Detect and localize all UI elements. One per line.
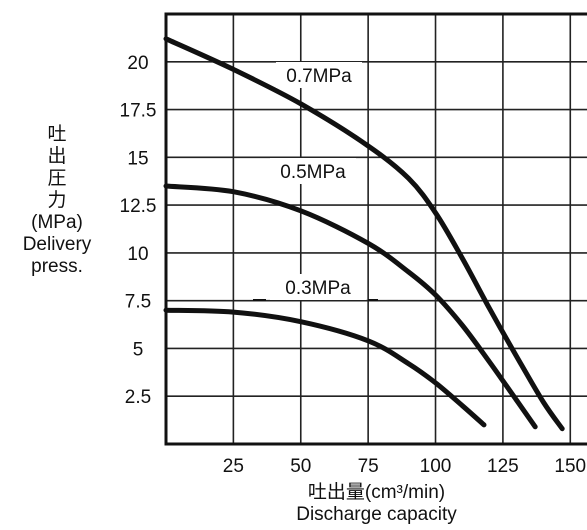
curve-label-background [270,274,366,300]
series-line-0-7mpa [163,36,565,432]
y-tick-label: 10 [127,244,148,265]
y-tick-label: 5 [133,339,144,360]
curve-label-background [276,62,362,88]
series-line-0-5mpa [163,183,538,430]
y-axis-title-line: 出 [47,146,67,167]
curves [163,36,565,432]
y-axis-title-line: press. [31,256,83,277]
y-axis-title-line: 力 [47,190,67,211]
y-tick-label: 12.5 [120,196,157,217]
x-axis-title-line: 吐出量(cm³/min) [307,482,446,503]
x-tick-label: 150 [554,456,586,477]
plot-frame [164,12,587,446]
y-tick-label: 15 [127,148,148,169]
curve-label: 0.5MPa [280,162,346,183]
x-tick-labels: 25 50 75 100 125 150 [223,456,586,477]
y-axis-title-line: Delivery [22,234,92,255]
y-axis-title-line: 圧 [47,168,67,189]
x-tick-label: 25 [223,456,244,477]
x-axis-title-line: Discharge capacity [296,504,457,525]
curve-label: 0.3MPa [285,278,351,299]
curve-label-background [270,158,356,184]
x-tick-label: 125 [487,456,519,477]
y-tick-label: 7.5 [125,292,151,313]
y-axis-title-line: 吐 [47,124,67,145]
y-tick-label: 2.5 [125,387,151,408]
grid [166,14,587,444]
y-axis-title-line: (MPa) [31,212,83,233]
curve-label: 0.7MPa [286,66,352,87]
y-tick-label: 17.5 [120,101,157,122]
x-axis-title: 吐出量(cm³/min) Discharge capacity [166,482,587,526]
series-line-0-3mpa [163,307,487,428]
curve-labels: 0.7MPa 0.5MPa 0.3MPa [253,62,378,301]
x-tick-label: 75 [358,456,379,477]
y-tick-labels: 2.5 5 7.5 10 12.5 15 17.5 20 [120,53,157,408]
x-tick-label: 100 [420,456,452,477]
y-tick-label: 20 [127,53,148,74]
y-axis-title: 吐 出 圧 力 (MPa) Delivery press. [0,124,114,278]
x-tick-label: 50 [290,456,311,477]
